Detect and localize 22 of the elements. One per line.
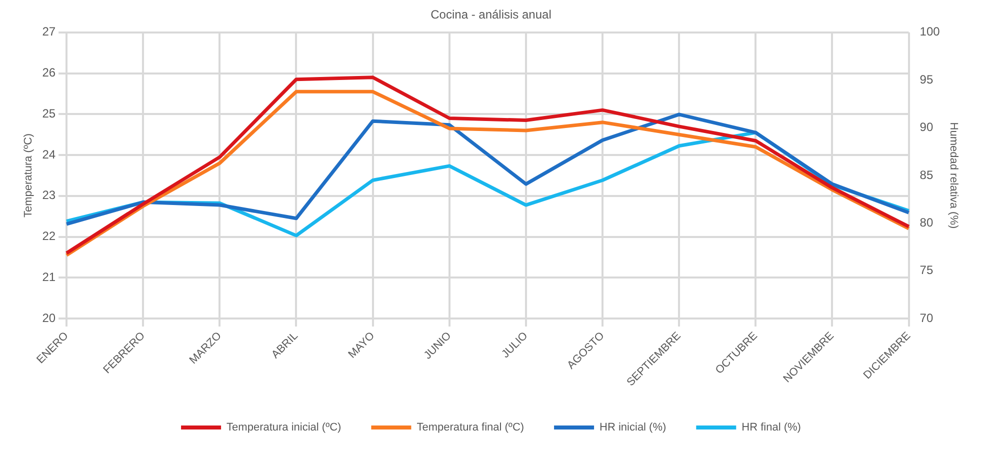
y-tick-label: 27 xyxy=(42,24,56,39)
y2-tick-label: 80 xyxy=(920,215,934,230)
y-tick-label: 20 xyxy=(42,310,56,325)
y-tick-label: 22 xyxy=(42,229,56,244)
y-tick-label: 21 xyxy=(42,270,56,284)
legend-label: Temperatura inicial (ºC) xyxy=(226,422,342,434)
y-axis-title: Temperatura (ºC) xyxy=(22,133,35,218)
y-tick-label: 26 xyxy=(42,66,56,80)
legend-label: HR inicial (%) xyxy=(600,422,666,434)
y2-tick-label: 95 xyxy=(920,72,934,86)
y2-tick-label: 90 xyxy=(920,120,934,134)
y-tick-label: 25 xyxy=(42,106,56,120)
y2-tick-label: 100 xyxy=(920,24,940,39)
y-tick-label: 23 xyxy=(42,188,56,202)
legend-label: HR final (%) xyxy=(742,422,801,434)
legend-label: Temperatura final (ºC) xyxy=(416,422,524,434)
y2-tick-label: 70 xyxy=(920,310,934,325)
y2-tick-label: 75 xyxy=(920,263,934,278)
y2-axis-title: Humedad relativa (%) xyxy=(947,122,960,229)
y-tick-label: 24 xyxy=(42,147,56,162)
chart-title: Cocina - análisis anual xyxy=(430,8,552,22)
y2-tick-label: 85 xyxy=(920,168,934,182)
